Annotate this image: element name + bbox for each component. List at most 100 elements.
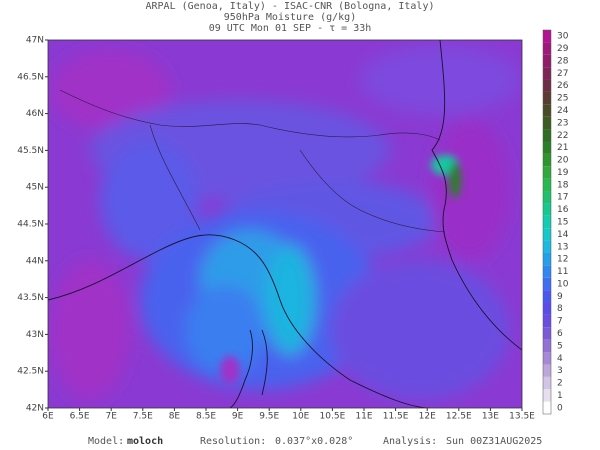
colorbar-label: 4 [557, 354, 563, 364]
colorbar-label: 7 [557, 317, 563, 327]
colorbar-swatch [543, 228, 551, 241]
lat-tick-label: 42.5N [17, 367, 44, 377]
colorbar-label: 24 [557, 106, 569, 116]
footer-value: moloch [127, 436, 163, 447]
colorbar-swatch [543, 79, 551, 92]
lat-tick-label: 43.5N [17, 293, 44, 303]
lat-tick-label: 47N [26, 36, 44, 46]
lon-tick-label: 10.5E [320, 412, 346, 422]
colorbar-swatch [543, 116, 551, 130]
colorbar-swatch [543, 252, 551, 266]
colorbar-label: 30 [557, 32, 569, 42]
colorbar-swatch [543, 327, 551, 340]
colorbar-swatch [543, 67, 551, 80]
colorbar-label: 18 [557, 180, 569, 190]
colorbar-label: 8 [557, 304, 563, 314]
colorbar-swatch [543, 364, 551, 377]
colorbar-swatch [543, 352, 551, 365]
lat-tick-label: 46.5N [17, 72, 44, 82]
header-line: ARPAL (Genoa, Italy) - ISAC-CNR (Bologna… [146, 1, 435, 12]
colorbar-swatch [543, 54, 551, 68]
lon-tick-label: 13.5E [509, 412, 535, 422]
colorbar-label: 15 [557, 218, 568, 228]
lat-tick-label: 44N [26, 256, 44, 266]
colorbar-swatch [543, 141, 551, 154]
lat-tick-label: 45N [26, 183, 44, 193]
lon-tick-label: 8.5E [196, 412, 216, 422]
colorbar-swatch [543, 339, 551, 353]
lon-tick-label: 9.5E [259, 412, 279, 422]
lon-tick-label: 12.5E [446, 412, 472, 422]
colorbar-label: 23 [557, 118, 568, 128]
lon-tick-label: 11.5E [383, 412, 409, 422]
lon-tick-label: 12E [419, 412, 436, 422]
colorbar-label: 27 [557, 69, 568, 79]
footer-value: 0.037°x0.028° [275, 436, 353, 447]
colorbar-swatch [543, 104, 551, 117]
colorbar-swatch [543, 129, 551, 142]
lon-tick-label: 10E [292, 412, 309, 422]
colorbar-swatch [543, 215, 551, 229]
header-line: 950hPa Moisture (g/kg) [224, 12, 356, 23]
colorbar-label: 16 [557, 205, 569, 215]
colorbar-label: 29 [557, 44, 569, 54]
colorbar-label: 12 [557, 255, 568, 265]
colorbar: 0123456789101112131415161718192021222324… [542, 29, 569, 415]
footer: Model: moloch Resolution: 0.037°x0.028° … [88, 436, 542, 447]
colorbar-label: 10 [557, 279, 569, 289]
lat-tick-label: 44.5N [17, 220, 44, 230]
colorbar-label: 28 [557, 56, 569, 66]
colorbar-swatch [543, 30, 551, 43]
colorbar-label: 5 [557, 341, 563, 351]
colorbar-swatch [543, 178, 551, 192]
colorbar-swatch [543, 302, 551, 315]
lat-tick-label: 42N [26, 404, 44, 414]
lon-tick-label: 11E [355, 412, 372, 422]
colorbar-swatch [543, 91, 551, 105]
footer-label: Resolution: [200, 436, 266, 447]
colorbar-swatch [543, 389, 551, 402]
lon-tick-label: 7E [105, 412, 117, 422]
lon-tick-label: 6E [42, 412, 54, 422]
lat-tick-label: 45.5N [17, 146, 44, 156]
lon-tick-label: 7.5E [133, 412, 153, 422]
lon-tick-label: 8E [169, 412, 181, 422]
footer-label: Analysis: [383, 436, 437, 447]
lon-tick-label: 13E [482, 412, 499, 422]
colorbar-label: 20 [557, 156, 569, 166]
colorbar-swatch [543, 240, 551, 253]
colorbar-label: 13 [557, 242, 568, 252]
footer-label: Model: [88, 436, 124, 447]
colorbar-label: 1 [557, 391, 563, 401]
colorbar-swatch [543, 166, 551, 179]
colorbar-swatch [543, 42, 551, 55]
colorbar-swatch [543, 203, 551, 216]
lon-tick-label: 6.5E [70, 412, 90, 422]
colorbar-label: 0 [557, 403, 563, 413]
colorbar-label: 25 [557, 94, 568, 104]
colorbar-label: 22 [557, 131, 568, 141]
colorbar-label: 2 [557, 379, 563, 389]
colorbar-swatch [543, 191, 551, 204]
moisture-field [48, 40, 522, 408]
colorbar-swatch [543, 376, 551, 390]
colorbar-label: 3 [557, 366, 563, 376]
lon-tick-label: 9E [232, 412, 244, 422]
colorbar-swatch [543, 314, 551, 328]
colorbar-swatch [543, 290, 551, 303]
colorbar-label: 6 [557, 329, 563, 339]
lat-tick-label: 46N [26, 109, 44, 119]
colorbar-swatch [543, 153, 551, 167]
lat-tick-label: 43N [26, 330, 44, 340]
footer-value: Sun 00Z31AUG2025 [446, 436, 542, 447]
map-axes: 6E 6.5E 7E 7.5E 8E 8.5E 9E 9.5E 10E 10.5E 11E 11.5E… [17, 36, 535, 422]
colorbar-swatch [543, 277, 551, 291]
header-line: 09 UTC Mon 01 SEP - τ = 33h [209, 23, 372, 34]
colorbar-label: 11 [557, 267, 568, 277]
colorbar-label: 17 [557, 193, 568, 203]
colorbar-swatch [543, 265, 551, 278]
colorbar-label: 9 [557, 292, 563, 302]
colorbar-swatch [543, 401, 551, 414]
